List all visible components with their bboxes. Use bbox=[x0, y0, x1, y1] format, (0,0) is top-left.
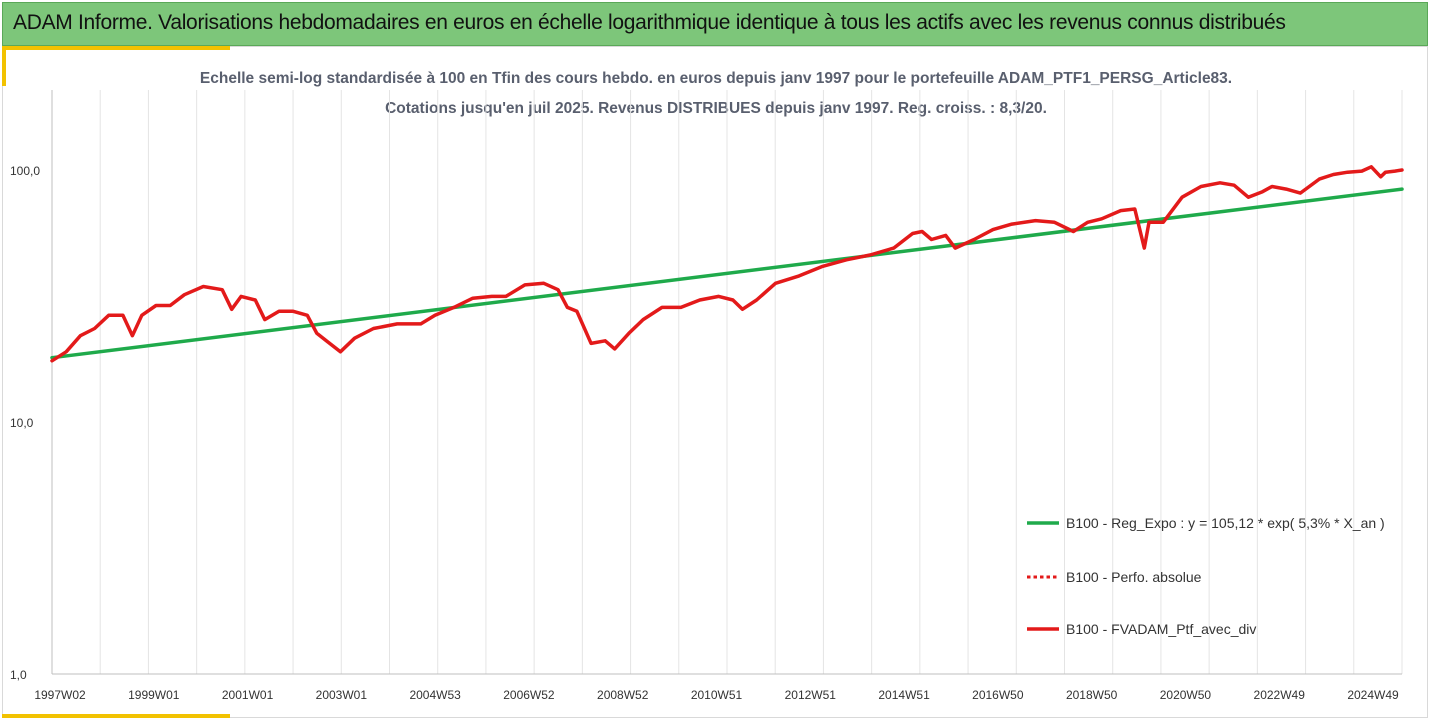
x-tick-label: 2020W50 bbox=[1160, 688, 1212, 702]
x-tick-label: 2008W52 bbox=[597, 688, 649, 702]
legend-entry: B100 - Perfo. absolue bbox=[1066, 569, 1202, 585]
y-tick-label: 1,0 bbox=[10, 668, 27, 682]
x-tick-label: 1999W01 bbox=[128, 688, 180, 702]
x-tick-label: 2010W51 bbox=[691, 688, 743, 702]
x-tick-label: 2014W51 bbox=[878, 688, 930, 702]
x-tick-label: 2018W50 bbox=[1066, 688, 1118, 702]
regression-line bbox=[50, 187, 1404, 360]
x-tick-label: 2022W49 bbox=[1254, 688, 1306, 702]
x-tick-label: 2003W01 bbox=[316, 688, 368, 702]
chart-subtitle-line1: Echelle semi-log standardisée à 100 en T… bbox=[199, 70, 1233, 87]
accent-line-top bbox=[2, 46, 230, 50]
x-tick-label: 2004W53 bbox=[409, 688, 461, 702]
legend-entry: B100 - FVADAM_Ptf_avec_div bbox=[1066, 621, 1256, 637]
x-tick-label: 2001W01 bbox=[222, 688, 274, 702]
chart-subtitle-line2: Cotations jusqu'en juil 2025. Revenus DI… bbox=[385, 100, 1047, 117]
x-tick-label: 2006W52 bbox=[503, 688, 555, 702]
accent-line-bottom bbox=[2, 714, 230, 718]
x-tick-label: 2016W50 bbox=[972, 688, 1024, 702]
x-tick-label: 1997W02 bbox=[34, 688, 86, 702]
chart-frame bbox=[2, 46, 1428, 718]
x-tick-label: 2024W49 bbox=[1347, 688, 1399, 702]
accent-line-left bbox=[2, 46, 6, 86]
y-tick-label: 100,0 bbox=[10, 164, 40, 178]
x-tick-label: 2012W51 bbox=[785, 688, 837, 702]
legend-entry: B100 - Reg_Expo : y = 105,12 * exp( 5,3%… bbox=[1066, 515, 1385, 531]
y-tick-label: 10,0 bbox=[10, 416, 34, 430]
portfolio-line bbox=[50, 165, 1404, 363]
page-title: ADAM Informe. Valorisations hebdomadaire… bbox=[13, 11, 1286, 34]
header-bar: ADAM Informe. Valorisations hebdomadaire… bbox=[2, 2, 1428, 46]
